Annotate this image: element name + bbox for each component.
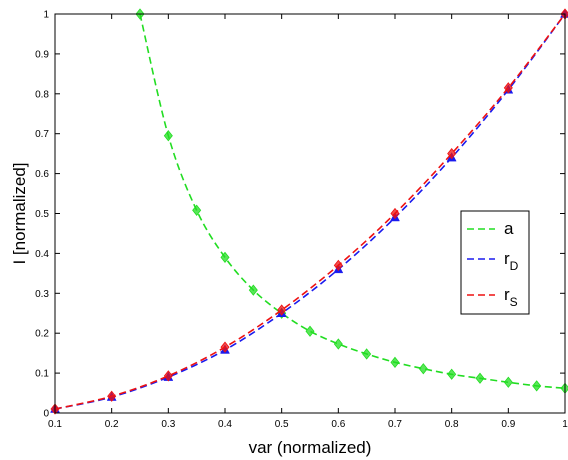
series-group	[50, 8, 568, 415]
data-point	[220, 341, 230, 353]
data-point	[503, 376, 513, 388]
y-tick-label: 0.8	[35, 89, 49, 100]
data-point	[447, 368, 457, 380]
y-tick-label: 0.6	[35, 169, 49, 180]
y-tick-label: 0.7	[35, 129, 49, 140]
plot-frame	[54, 13, 566, 414]
data-point	[248, 284, 258, 296]
x-tick-label: 0.4	[218, 419, 232, 430]
series-line-a	[139, 13, 566, 390]
data-point	[390, 356, 400, 368]
data-point	[532, 380, 542, 392]
data-point	[163, 370, 173, 382]
legend-label-r_S: rS	[504, 285, 518, 309]
data-point	[220, 251, 230, 264]
x-tick-label: 0.6	[331, 419, 345, 430]
series-r_S	[50, 8, 568, 415]
y-tick-label: 0.5	[35, 209, 49, 220]
y-tick-label: 0.4	[35, 249, 49, 260]
x-tick-label: 0.7	[388, 419, 402, 430]
data-point	[503, 82, 513, 94]
data-point	[333, 338, 343, 350]
data-point	[362, 348, 372, 360]
data-point	[333, 259, 343, 272]
series-a	[135, 8, 568, 394]
data-point	[192, 204, 202, 216]
y-tick-label: 0.3	[35, 289, 49, 300]
data-point	[390, 207, 400, 220]
y-tick-label: 0.2	[35, 329, 49, 340]
data-point	[163, 130, 173, 142]
x-tick-label: 1	[562, 419, 568, 430]
series-line-r_D	[54, 13, 566, 410]
x-tick-label: 0.3	[161, 419, 175, 430]
data-point	[305, 325, 315, 337]
x-axis-label: var (normalized)	[249, 438, 372, 457]
y-tick-label: 0.1	[35, 369, 49, 380]
y-tick-label: 0.9	[35, 49, 49, 60]
legend-label-main: r	[504, 285, 510, 304]
y-axis-label: I [normalized]	[10, 162, 29, 264]
legend-label-a: a	[504, 219, 514, 238]
data-point	[418, 363, 428, 375]
legend-label-main: r	[504, 249, 510, 268]
data-point	[475, 372, 485, 384]
data-point	[107, 390, 117, 402]
x-tick-label: 0.2	[105, 419, 119, 430]
x-tick-label: 0.9	[501, 419, 515, 430]
legend-label-main: a	[504, 219, 514, 238]
legend-label-subscript: D	[510, 259, 519, 273]
data-point	[447, 148, 457, 160]
series-line-r_S	[54, 13, 566, 410]
x-tick-label: 0.5	[275, 419, 289, 430]
legend-label-subscript: S	[510, 295, 518, 309]
legend-label-r_D: rD	[504, 249, 519, 273]
x-tick-label: 0.1	[48, 419, 62, 430]
y-tick-label: 1	[43, 10, 49, 21]
data-point	[277, 304, 287, 316]
x-tick-label: 0.8	[445, 419, 459, 430]
legend-box	[460, 210, 530, 315]
y-tick-label: 0	[43, 409, 49, 420]
